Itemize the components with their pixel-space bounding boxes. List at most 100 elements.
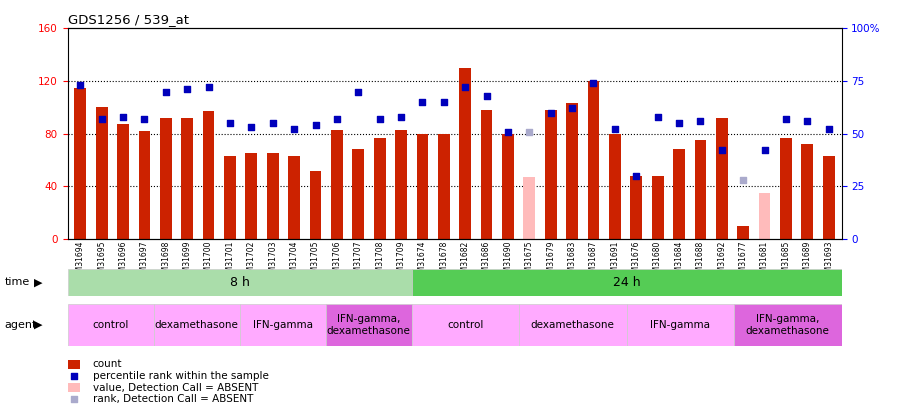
Point <box>629 173 643 179</box>
Bar <box>395 130 407 239</box>
Point <box>94 116 109 122</box>
Bar <box>353 149 364 239</box>
Bar <box>411 304 519 346</box>
Bar <box>823 156 834 239</box>
Bar <box>759 193 770 239</box>
Bar <box>734 304 842 346</box>
Text: value, Detection Call = ABSENT: value, Detection Call = ABSENT <box>93 383 258 392</box>
Point <box>757 147 771 154</box>
Text: percentile rank within the sample: percentile rank within the sample <box>93 371 268 381</box>
Point <box>329 116 344 122</box>
Bar <box>374 138 385 239</box>
Text: 8 h: 8 h <box>230 276 249 289</box>
Bar <box>630 176 642 239</box>
Point <box>266 120 280 126</box>
Point <box>68 396 82 403</box>
Bar <box>673 149 685 239</box>
Text: GDS1256 / 539_at: GDS1256 / 539_at <box>68 13 188 26</box>
Text: IFN-gamma: IFN-gamma <box>253 320 312 330</box>
Point <box>693 118 707 124</box>
Point <box>202 84 216 91</box>
Point <box>351 88 365 95</box>
Text: rank, Detection Call = ABSENT: rank, Detection Call = ABSENT <box>93 394 253 404</box>
Point <box>138 116 152 122</box>
Bar <box>154 304 239 346</box>
Point <box>736 177 751 183</box>
Bar <box>780 138 792 239</box>
Bar <box>481 110 492 239</box>
Point <box>565 105 580 112</box>
Point <box>608 126 622 133</box>
Point <box>309 122 323 128</box>
Text: 24 h: 24 h <box>613 276 640 289</box>
Bar <box>117 124 129 239</box>
Text: time: time <box>4 277 30 288</box>
Point <box>822 126 836 133</box>
Bar <box>267 153 279 239</box>
Text: IFN-gamma: IFN-gamma <box>650 320 710 330</box>
Point <box>522 128 536 135</box>
Bar <box>626 304 734 346</box>
Point <box>671 120 686 126</box>
Point <box>800 118 814 124</box>
Text: agent: agent <box>4 320 37 330</box>
Point <box>180 86 194 93</box>
Point <box>715 147 729 154</box>
Point <box>73 82 87 88</box>
Bar <box>182 118 194 239</box>
Bar <box>75 87 86 239</box>
Bar <box>588 81 599 239</box>
Bar <box>202 111 214 239</box>
Bar <box>801 144 814 239</box>
Bar <box>737 226 749 239</box>
Text: IFN-gamma,
dexamethasone: IFN-gamma, dexamethasone <box>327 314 410 336</box>
Point <box>244 124 258 130</box>
Bar <box>246 153 257 239</box>
Point <box>586 80 600 86</box>
Point <box>68 373 82 379</box>
Point <box>394 113 409 120</box>
Bar <box>411 269 842 296</box>
Bar <box>331 130 343 239</box>
Bar <box>139 131 150 239</box>
Point <box>287 126 302 133</box>
Bar <box>695 140 707 239</box>
Text: dexamethasone: dexamethasone <box>155 320 238 330</box>
Bar <box>160 118 172 239</box>
Text: count: count <box>93 359 122 369</box>
Bar <box>417 134 428 239</box>
Bar <box>239 304 326 346</box>
Bar <box>519 304 626 346</box>
Point <box>223 120 238 126</box>
Text: dexamethasone: dexamethasone <box>531 320 615 330</box>
Point <box>158 88 173 95</box>
Text: IFN-gamma,
dexamethasone: IFN-gamma, dexamethasone <box>746 314 830 336</box>
Bar <box>224 156 236 239</box>
Bar <box>652 176 663 239</box>
Bar <box>95 107 108 239</box>
Bar <box>524 177 536 239</box>
Point <box>415 99 429 105</box>
Point <box>373 116 387 122</box>
Text: control: control <box>447 320 483 330</box>
Point <box>480 92 494 99</box>
Text: ▶: ▶ <box>34 320 42 330</box>
Point <box>544 109 558 116</box>
Bar <box>438 134 450 239</box>
Point <box>778 116 793 122</box>
Bar <box>716 118 727 239</box>
Bar <box>326 304 411 346</box>
Text: ▶: ▶ <box>34 277 42 288</box>
Bar <box>566 103 578 239</box>
Bar <box>502 134 514 239</box>
Point <box>458 84 473 91</box>
Bar <box>68 383 80 392</box>
Bar <box>68 269 411 296</box>
Bar <box>68 304 154 346</box>
Point <box>651 113 665 120</box>
Bar <box>310 171 321 239</box>
Text: control: control <box>93 320 129 330</box>
Point <box>436 99 451 105</box>
Bar <box>609 134 621 239</box>
Bar <box>459 68 471 239</box>
